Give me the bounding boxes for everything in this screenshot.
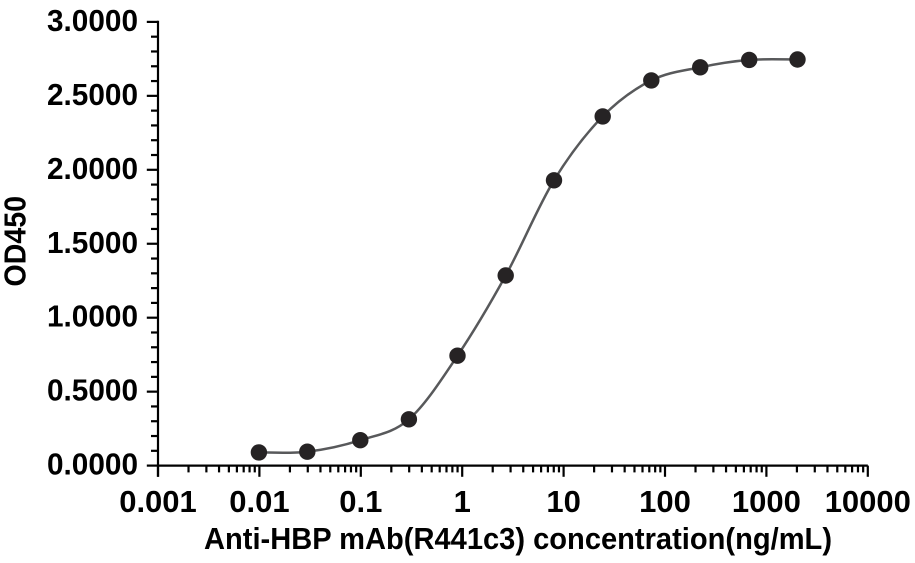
svg-text:2.5000: 2.5000 [47,77,138,112]
svg-text:1: 1 [454,484,471,519]
svg-text:10000: 10000 [825,484,911,519]
svg-text:0.001: 0.001 [119,484,197,519]
svg-text:0.01: 0.01 [229,484,289,519]
svg-text:10: 10 [546,484,580,519]
svg-text:OD450: OD450 [0,196,33,287]
svg-text:3.0000: 3.0000 [47,3,138,38]
svg-text:100: 100 [639,484,691,519]
svg-text:1.0000: 1.0000 [47,299,138,334]
svg-text:1.5000: 1.5000 [47,225,138,260]
svg-text:2.0000: 2.0000 [47,151,138,186]
svg-text:0.0000: 0.0000 [47,447,138,482]
svg-text:1000: 1000 [732,484,801,519]
svg-text:0.5000: 0.5000 [47,373,138,408]
svg-text:Anti-HBP mAb(R441c3) concentra: Anti-HBP mAb(R441c3) concentration(ng/mL… [204,521,832,556]
svg-text:0.1: 0.1 [339,484,382,519]
